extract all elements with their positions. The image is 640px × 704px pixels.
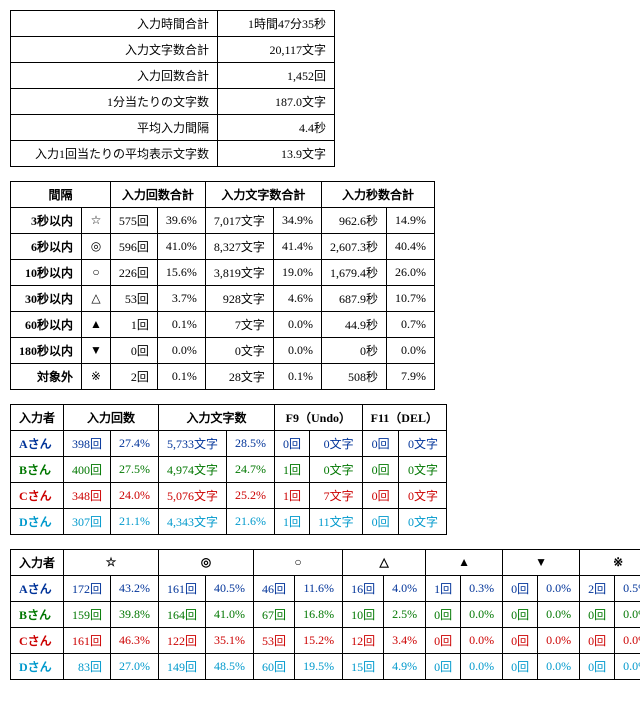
usersym-row: Dさん83回27.0%149回48.5%60回19.5%15回4.9%0回0.0…: [11, 654, 640, 680]
interval-row: 6秒以内◎596回41.0%8,327文字41.4%2,607.3秒40.4%: [11, 234, 435, 260]
summary-table: 入力時間合計1時間47分35秒入力文字数合計20,117文字入力回数合計1,45…: [10, 10, 335, 167]
interval-symbol: ☆: [82, 208, 111, 234]
interval-label: 180秒以内: [11, 338, 82, 364]
summary-value: 20,117文字: [218, 37, 335, 63]
users-table: 入力者入力回数入力文字数F9（Undo）F11（DEL） Aさん398回27.4…: [10, 404, 447, 535]
interval-header-cell: 間隔: [11, 182, 111, 208]
interval-label: 10秒以内: [11, 260, 82, 286]
users-row: Aさん398回27.4%5,733文字28.5%0回0文字0回0文字: [11, 431, 447, 457]
usersym-header-cell: ◎: [159, 550, 254, 576]
summary-label: 入力文字数合計: [11, 37, 218, 63]
users-row: Dさん307回21.1%4,343文字21.6%1回11文字0回0文字: [11, 509, 447, 535]
usersym-row: Aさん172回43.2%161回40.5%46回11.6%16回4.0%1回0.…: [11, 576, 640, 602]
users-header-cell: F11（DEL）: [362, 405, 446, 431]
interval-row: 3秒以内☆575回39.6%7,017文字34.9%962.6秒14.9%: [11, 208, 435, 234]
usersym-header-cell: ▲: [426, 550, 503, 576]
summary-value: 4.4秒: [218, 115, 335, 141]
summary-label: 入力回数合計: [11, 63, 218, 89]
interval-header-cell: 入力文字数合計: [205, 182, 321, 208]
interval-label: 6秒以内: [11, 234, 82, 260]
user-name: Dさん: [11, 509, 64, 535]
summary-label: 平均入力間隔: [11, 115, 218, 141]
interval-row: 対象外※2回0.1%28文字0.1%508秒7.9%: [11, 364, 435, 390]
usersym-header-cell: △: [343, 550, 426, 576]
interval-symbol: ▲: [82, 312, 111, 338]
user-name: Dさん: [11, 654, 64, 680]
summary-label: 1分当たりの文字数: [11, 89, 218, 115]
interval-symbol: ○: [82, 260, 111, 286]
usersym-row: Cさん161回46.3%122回35.1%53回15.2%12回3.4%0回0.…: [11, 628, 640, 654]
interval-header-cell: 入力秒数合計: [321, 182, 434, 208]
interval-label: 3秒以内: [11, 208, 82, 234]
summary-label: 入力時間合計: [11, 11, 218, 37]
usersym-header-cell: ☆: [64, 550, 159, 576]
user-name: Cさん: [11, 628, 64, 654]
usersym-header-cell: ○: [254, 550, 343, 576]
interval-label: 30秒以内: [11, 286, 82, 312]
summary-value: 187.0文字: [218, 89, 335, 115]
interval-symbol: ◎: [82, 234, 111, 260]
interval-symbol: △: [82, 286, 111, 312]
summary-value: 13.9文字: [218, 141, 335, 167]
interval-symbol: ※: [82, 364, 111, 390]
usersym-header-cell: ▼: [503, 550, 580, 576]
interval-label: 対象外: [11, 364, 82, 390]
user-name: Aさん: [11, 431, 64, 457]
summary-label: 入力1回当たりの平均表示文字数: [11, 141, 218, 167]
interval-label: 60秒以内: [11, 312, 82, 338]
users-row: Bさん400回27.5%4,974文字24.7%1回0文字0回0文字: [11, 457, 447, 483]
user-name: Aさん: [11, 576, 64, 602]
users-header-cell: 入力文字数: [159, 405, 275, 431]
summary-value: 1時間47分35秒: [218, 11, 335, 37]
interval-row: 180秒以内▼0回0.0%0文字0.0%0秒0.0%: [11, 338, 435, 364]
users-header-cell: F9（Undo）: [275, 405, 363, 431]
summary-value: 1,452回: [218, 63, 335, 89]
users-row: Cさん348回24.0%5,076文字25.2%1回7文字0回0文字: [11, 483, 447, 509]
user-name: Bさん: [11, 457, 64, 483]
user-name: Cさん: [11, 483, 64, 509]
usersym-row: Bさん159回39.8%164回41.0%67回16.8%10回2.5%0回0.…: [11, 602, 640, 628]
usersym-header-cell: 入力者: [11, 550, 64, 576]
interval-header-cell: 入力回数合計: [110, 182, 205, 208]
interval-table: 間隔入力回数合計入力文字数合計入力秒数合計 3秒以内☆575回39.6%7,01…: [10, 181, 435, 390]
interval-row: 60秒以内▲1回0.1%7文字0.0%44.9秒0.7%: [11, 312, 435, 338]
users-header-cell: 入力回数: [64, 405, 159, 431]
interval-row: 10秒以内○226回15.6%3,819文字19.0%1,679.4秒26.0%: [11, 260, 435, 286]
usersym-header-cell: ※: [580, 550, 640, 576]
users-header-cell: 入力者: [11, 405, 64, 431]
interval-symbol: ▼: [82, 338, 111, 364]
usersym-table: 入力者☆◎○△▲▼※ Aさん172回43.2%161回40.5%46回11.6%…: [10, 549, 640, 680]
user-name: Bさん: [11, 602, 64, 628]
interval-row: 30秒以内△53回3.7%928文字4.6%687.9秒10.7%: [11, 286, 435, 312]
